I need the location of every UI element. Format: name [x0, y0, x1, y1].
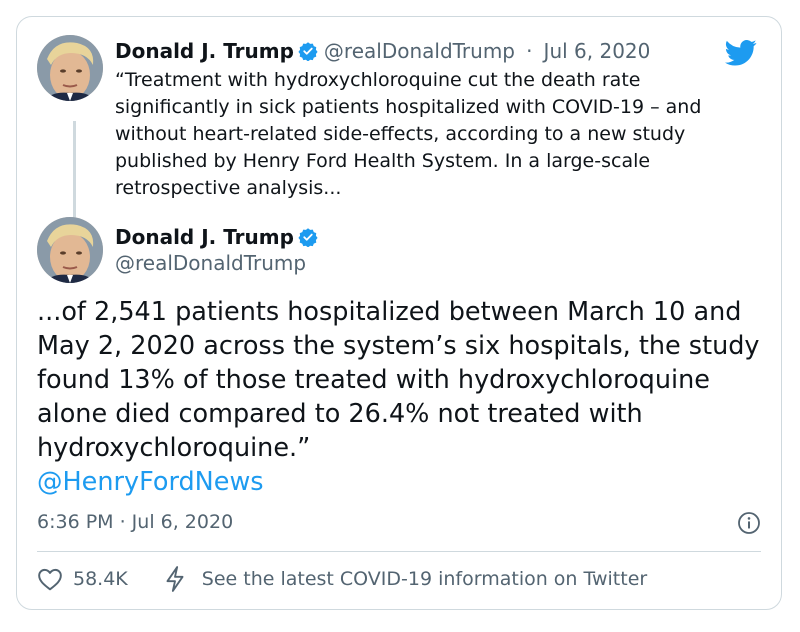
tweet-text: ...of 2,541 patients hospitalized betwee…	[37, 297, 760, 463]
quoted-author-handle[interactable]: @realDonaldTrump	[323, 39, 515, 63]
heart-icon[interactable]	[37, 567, 63, 591]
thread-connector-line	[73, 121, 76, 223]
tweet-actions: 58.4K See the latest COVID-19 informatio…	[37, 565, 647, 593]
info-icon[interactable]	[737, 511, 761, 539]
tweet-timestamp[interactable]: 6:36 PM · Jul 6, 2020	[37, 511, 234, 533]
tweet-body: ...of 2,541 patients hospitalized betwee…	[37, 295, 767, 499]
like-count[interactable]: 58.4K	[73, 568, 128, 590]
author-avatar[interactable]	[37, 217, 103, 283]
author-name[interactable]: Donald J. Trump	[115, 225, 294, 249]
verified-badge-icon	[298, 41, 318, 70]
quoted-author-name[interactable]: Donald J. Trump	[115, 39, 294, 63]
quoted-tweet-header: Donald J. Trump @realDonaldTrump · Jul 6,…	[115, 37, 650, 70]
verified-badge-icon	[298, 227, 318, 256]
author-name-row: Donald J. Trump	[115, 223, 318, 256]
quoted-author-avatar[interactable]	[37, 35, 103, 101]
tweet-card: Donald J. Trump @realDonaldTrump · Jul 6,…	[16, 16, 782, 610]
quoted-separator: ·	[526, 39, 533, 63]
footer-divider	[37, 551, 761, 552]
lightning-bolt-icon	[164, 566, 186, 592]
quoted-tweet-text: “Treatment with hydroxychloroquine cut t…	[115, 69, 702, 199]
mention-link[interactable]: @HenryFordNews	[37, 467, 264, 497]
covid-info-link[interactable]: See the latest COVID-19 information on T…	[201, 568, 648, 590]
author-handle[interactable]: @realDonaldTrump	[115, 251, 307, 275]
quoted-date[interactable]: Jul 6, 2020	[543, 39, 651, 63]
twitter-bird-icon[interactable]	[725, 39, 757, 71]
